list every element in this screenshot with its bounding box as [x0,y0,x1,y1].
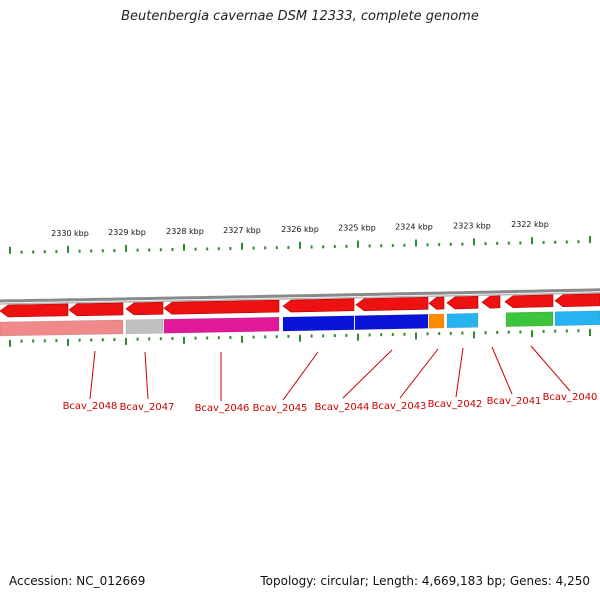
gene-block [505,311,554,328]
strand-arrow [446,295,479,310]
leader-line [282,351,319,401]
scale-label: 2328 kbp [166,227,204,236]
scale-label: 2325 kbp [338,224,376,233]
gene-block [163,316,280,334]
genome-backbone [0,288,600,305]
gene-label: Bcav_2042 [428,399,483,410]
gene-block [554,310,600,327]
gene-label: Bcav_2045 [253,403,308,414]
gene-track [0,310,600,337]
strand-arrow [125,301,164,316]
leader-line [342,349,393,399]
gene-label: Bcav_2043 [372,401,427,412]
strand-arrow [504,294,554,309]
strand-arrow [68,302,124,317]
strand-arrow [282,298,355,313]
gene-block [125,318,164,335]
scale-label: 2330 kbp [51,229,89,238]
scale-label: 2323 kbp [453,221,491,230]
scale-ticks-bottom [9,328,591,347]
gene-label: Bcav_2040 [543,392,598,403]
scale-ticks-top [9,235,591,254]
strand-arrow [163,299,280,315]
strand-arrows [0,293,600,318]
gene-block [282,315,355,332]
strand-arrow [0,303,69,318]
scale-label: 2327 kbp [223,226,261,235]
gene-block [428,313,445,329]
backbone-inner-line [0,292,600,305]
strand-arrow [355,296,429,311]
gene-block [0,319,124,337]
gene-label: Bcav_2047 [120,402,175,413]
leader-line [491,346,513,395]
leader-line [399,348,439,399]
scale-label: 2329 kbp [108,228,146,237]
scale-label: 2326 kbp [281,225,319,234]
gene-block [354,313,429,331]
backbone-outer-line [0,288,600,303]
gene-label: Bcav_2044 [315,402,370,413]
gene-label: Bcav_2048 [63,401,118,412]
scale-label: 2324 kbp [395,223,433,232]
strand-arrow [428,296,445,310]
leader-line [455,347,464,398]
scale-labels: 2330 kbp 2329 kbp 2328 kbp 2327 kbp 2326 kbp… [51,220,549,238]
gene-labels: Bcav_2048 Bcav_2047 Bcav_2046 Bcav_2045 Bcav… [63,392,598,414]
gene-label: Bcav_2041 [487,396,542,407]
strand-arrow [554,293,600,308]
map-title: Beutenbergia cavernae DSM 12333, complet… [121,9,479,24]
scale-label: 2322 kbp [511,220,549,229]
genome-summary-text: Topology: circular; Length: 4,669,183 bp… [260,574,590,588]
label-leader-lines [89,345,571,401]
accession-text: Accession: NC_012669 [9,574,146,588]
leader-line [530,345,571,392]
gene-label: Bcav_2046 [195,403,250,414]
strand-arrow [481,295,501,309]
leader-line [144,351,149,400]
leader-line [89,350,96,400]
gene-block [446,312,479,329]
